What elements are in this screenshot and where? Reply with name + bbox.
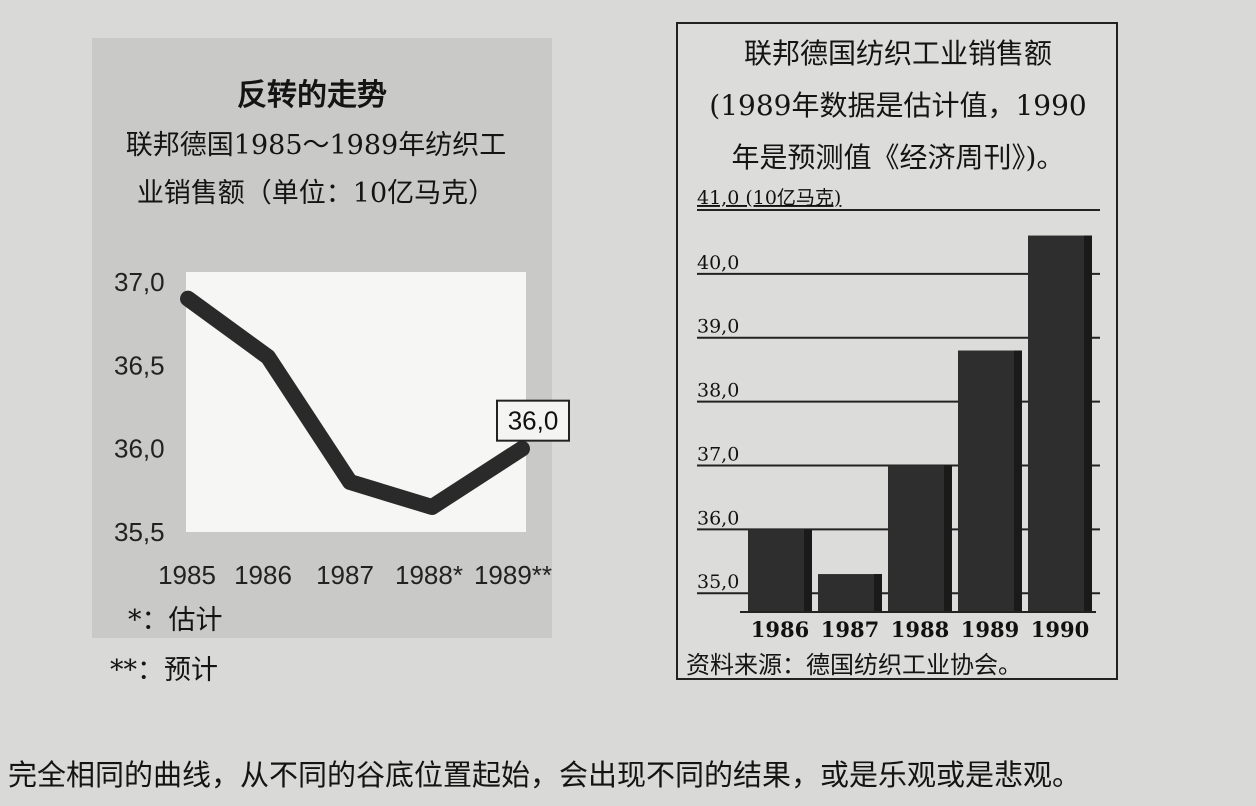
line-x-tick-label: 1987 [316, 560, 374, 590]
line-chart: 37,0 36,5 36,0 35,5 1985 1986 1987 1988* 1989** 3… [114, 267, 570, 590]
line-x-tick-label: 1986 [234, 560, 292, 590]
footnote-forecast: **：预计 [110, 655, 218, 686]
line-x-tick-label: 1988* [395, 560, 463, 590]
bar-shadow [804, 529, 812, 612]
line-y-tick-label: 37,0 [114, 267, 165, 297]
bar-1986 [748, 529, 812, 612]
bar-y-tick-label: 37,0 [697, 443, 739, 465]
bar-x-tick-label: 1988 [891, 617, 949, 642]
left-subtitle-line2: 业销售额（单位：10亿马克） [136, 178, 496, 209]
bar-shadow [874, 574, 882, 612]
line-point [431, 506, 433, 508]
right-title-line1: 联邦德国纺织工业销售额 [743, 37, 1052, 70]
bar-shadow [1084, 235, 1092, 612]
bar-unit-label: 41,0 (10亿马克) [697, 187, 841, 209]
line-point [187, 297, 189, 300]
bar-x-tick-label: 1989 [961, 617, 1019, 642]
line-point [267, 356, 269, 358]
line-callout-label: 36,0 [508, 406, 559, 436]
line-plot-area [186, 272, 526, 532]
bar-shadow [944, 465, 952, 612]
right-chart-source: 资料来源：德国纺织工业协会。 [686, 651, 1022, 679]
bar-y-tick-label: 36,0 [697, 507, 739, 529]
line-y-tick-label: 36,0 [114, 434, 165, 464]
bar-chart: 41,0 (10亿马克) 40,0 39,0 38,0 37,0 36,0 35,0 1986… [697, 187, 1100, 642]
bar-1988 [888, 465, 952, 612]
bar-y-tick-label: 40,0 [697, 252, 739, 274]
line-y-tick-label: 35,5 [114, 517, 165, 547]
line-point [521, 447, 523, 450]
bar-x-tick-label: 1986 [751, 617, 809, 642]
right-title-line3: 年是预测值《经济周刊》)。 [731, 141, 1065, 174]
bar-1987 [818, 574, 882, 612]
line-callout-box [496, 399, 570, 442]
bar-x-tick-label: 1987 [821, 617, 879, 642]
left-subtitle-line1: 联邦德国1985～1989年纺织工 [125, 130, 507, 161]
line-point [349, 481, 351, 483]
figure-caption: 完全相同的曲线，从不同的谷底位置起始，会出现不同的结果，或是乐观或是悲观。 [8, 758, 1082, 792]
right-title-line2: (1989年数据是估计值，1990 [709, 89, 1087, 122]
bar-1989 [958, 350, 1022, 612]
line-x-tick-label: 1989** [474, 560, 552, 590]
bar-y-tick-label: 35,0 [697, 571, 739, 593]
line-x-tick-label: 1985 [158, 560, 216, 590]
left-chart-subtitle: 联邦德国1985～1989年纺织工 业销售额（单位：10亿马克） [96, 122, 536, 218]
bar-y-tick-label: 38,0 [697, 380, 739, 402]
left-chart-title: 反转的走势 [237, 78, 387, 113]
bar-1990 [1028, 235, 1092, 612]
bar-y-tick-label: 39,0 [697, 316, 739, 338]
line-y-tick-label: 36,5 [114, 350, 165, 380]
right-chart-title: 联邦德国纺织工业销售额 (1989年数据是估计值，1990 年是预测值《经济周刊… [678, 28, 1118, 184]
bar-x-tick-label: 1990 [1031, 617, 1089, 642]
footnote-estimate: *：估计 [128, 605, 223, 636]
bar-shadow [1014, 350, 1022, 612]
